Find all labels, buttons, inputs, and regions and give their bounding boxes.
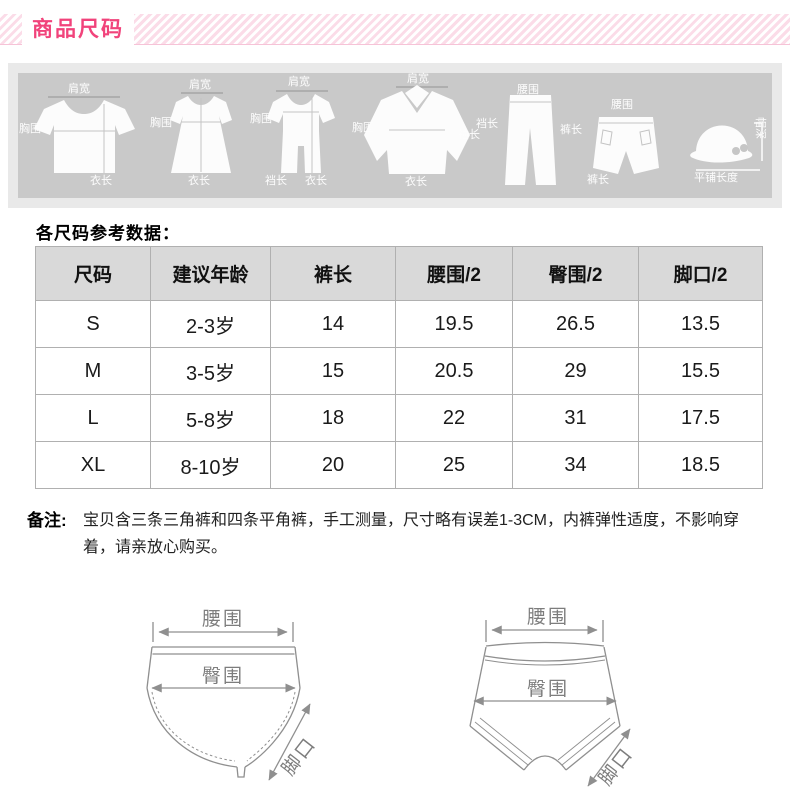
measure-banner: 肩宽 胸围 衣长 肩宽 胸围 衣长: [8, 63, 782, 208]
table-cell: M: [35, 347, 151, 395]
measure-label: 裤长: [560, 124, 582, 136]
measure-label: 肩宽: [288, 76, 310, 88]
measure-label: 肩宽: [407, 73, 429, 85]
boxer-diagram: 腰围 臀围 脚口: [440, 602, 650, 807]
table-cell: 20: [270, 441, 396, 489]
measure-label: 衣长: [90, 175, 112, 187]
table-header-row: 尺码 建议年龄 裤长 腰围/2 臀围/2 脚口/2: [35, 246, 763, 301]
column-header: 脚口/2: [638, 246, 763, 301]
table-cell: 3-5岁: [150, 347, 271, 395]
measure-label: 裆长: [476, 118, 498, 130]
table-row: L 5-8岁 18 22 31 17.5: [35, 394, 763, 442]
shorts-icon: [593, 117, 659, 174]
waist-label: 腰围: [201, 609, 244, 630]
column-header: 臀围/2: [512, 246, 639, 301]
table-cell: 14: [270, 300, 396, 348]
hip-label: 臀围: [201, 666, 244, 687]
measure-item-jacket: 肩宽 胸围 袖长 衣长: [350, 73, 482, 198]
measure-label: 裆长: [265, 175, 287, 187]
table-cell: 34: [512, 441, 639, 489]
size-table: 尺码 建议年龄 裤长 腰围/2 臀围/2 脚口/2 S 2-3岁 14 19.5…: [35, 246, 763, 489]
measure-item-dress: 肩宽 胸围 衣长: [150, 73, 250, 198]
table-cell: 29: [512, 347, 639, 395]
jacket-icon: [364, 85, 470, 174]
measure-item-hat: 帽深 平铺长度: [674, 73, 772, 198]
hat-icon: [690, 122, 763, 171]
measure-label: 袖长: [458, 129, 480, 141]
brief-outline-icon: [146, 622, 311, 781]
table-cell: 2-3岁: [150, 300, 271, 348]
measure-label: 胸围: [150, 117, 172, 129]
table-cell: XL: [35, 441, 151, 489]
table-cell: 25: [395, 441, 513, 489]
measure-label: 腰围: [517, 84, 539, 96]
measure-item-pants: 腰围 裆长 裤长: [476, 73, 582, 198]
measure-label: 衣长: [188, 175, 210, 187]
table-row: XL 8-10岁 20 25 34 18.5: [35, 441, 763, 489]
table-cell: 20.5: [395, 347, 513, 395]
measure-label: 裤长: [587, 174, 609, 186]
measure-label: 肩宽: [68, 83, 90, 95]
section-heading: 各尺码参考数据：: [36, 224, 180, 243]
measure-label: 腰围: [611, 99, 633, 111]
measure-item-romper: 肩宽 胸围 裆长 衣长: [250, 73, 350, 198]
table-cell: 18.5: [638, 441, 763, 489]
measure-label: 胸围: [352, 122, 374, 134]
table-cell: 31: [512, 394, 639, 442]
tshirt-icon: [34, 96, 135, 173]
column-header: 建议年龄: [150, 246, 271, 301]
measure-banner-inner: 肩宽 胸围 衣长 肩宽 胸围 衣长: [18, 73, 772, 198]
table-cell: 26.5: [512, 300, 639, 348]
measure-label: 胸围: [250, 113, 272, 125]
table-cell: 22: [395, 394, 513, 442]
measure-label: 平铺长度: [694, 172, 738, 184]
table-cell: 13.5: [638, 300, 763, 348]
hip-label: 臀围: [526, 679, 569, 700]
measure-item-tshirt: 肩宽 胸围 衣长: [18, 73, 150, 198]
measure-item-shorts: 腰围 裤长: [578, 73, 674, 198]
measure-label: 衣长: [305, 175, 327, 187]
column-header: 尺码: [35, 246, 151, 301]
measure-label: 帽深: [754, 117, 766, 139]
table-cell: 5-8岁: [150, 394, 271, 442]
note-text: 宝贝含三条三角裤和四条平角裤，手工测量，尺寸略有误差1-3CM，内裤弹性适度，不…: [83, 512, 740, 556]
table-row: M 3-5岁 15 20.5 29 15.5: [35, 347, 763, 395]
waist-label: 腰围: [526, 607, 569, 628]
table-cell: 15.5: [638, 347, 763, 395]
table-cell: 19.5: [395, 300, 513, 348]
table-cell: 15: [270, 347, 396, 395]
title-band: 商品尺码: [0, 14, 790, 45]
table-cell: L: [35, 394, 151, 442]
measure-label: 肩宽: [189, 79, 211, 91]
measure-label: 胸围: [19, 123, 41, 135]
page-title: 商品尺码: [22, 14, 134, 45]
table-cell: 17.5: [638, 394, 763, 442]
measure-label: 衣长: [405, 176, 427, 188]
brief-diagram: 腰围 臀围 脚口: [125, 604, 335, 809]
dress-icon: [170, 92, 232, 173]
table-cell: 18: [270, 394, 396, 442]
table-cell: 8-10岁: [150, 441, 271, 489]
table-cell: S: [35, 300, 151, 348]
pants-icon: [505, 95, 556, 185]
table-row: S 2-3岁 14 19.5 26.5 13.5: [35, 300, 763, 348]
boxer-outline-icon: [469, 620, 631, 787]
column-header: 裤长: [270, 246, 396, 301]
note-label: 备注:: [27, 511, 67, 530]
romper-icon: [267, 90, 335, 173]
column-header: 腰围/2: [395, 246, 513, 301]
note: 备注: 宝贝含三条三角裤和四条平角裤，手工测量，尺寸略有误差1-3CM，内裤弹性…: [27, 507, 767, 561]
